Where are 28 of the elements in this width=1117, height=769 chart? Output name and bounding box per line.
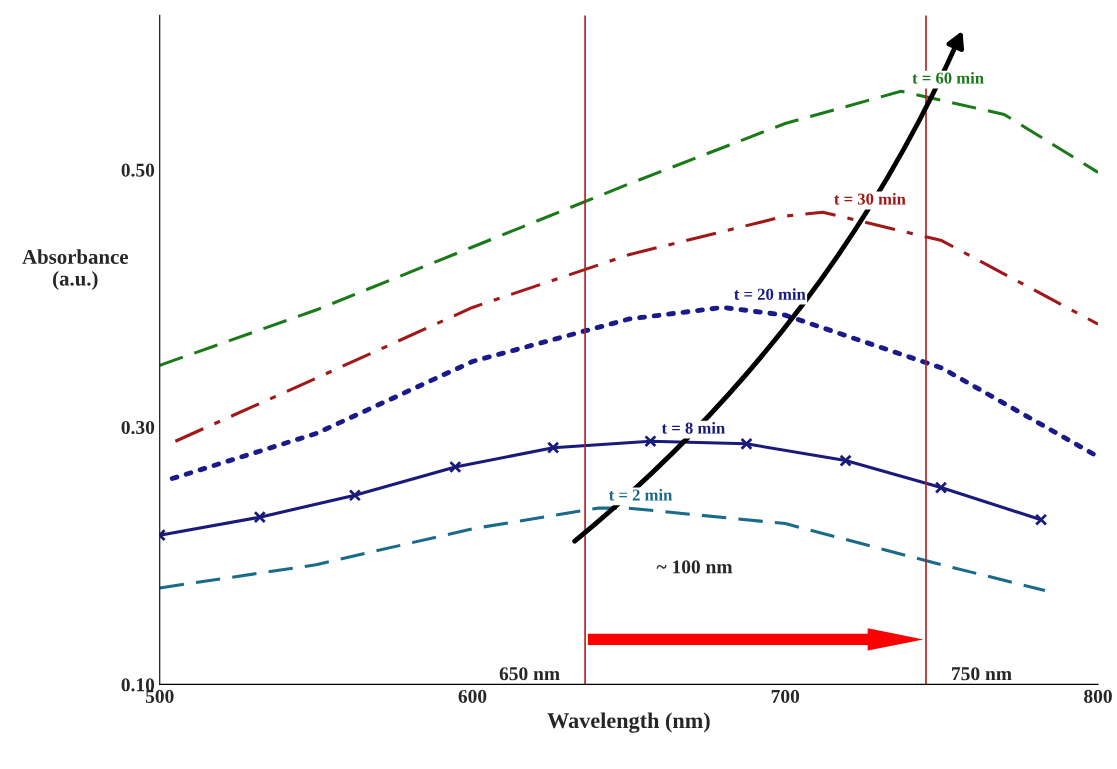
series-label: t = 60 min — [912, 72, 984, 84]
point — [839, 454, 852, 467]
point — [934, 481, 948, 494]
point — [546, 441, 560, 454]
y-axis-title: Absorbance (a.u.) — [22, 249, 128, 290]
line-series — [169, 305, 1099, 481]
series-label: t = 8 min — [661, 421, 725, 434]
point — [253, 510, 267, 524]
point — [1034, 513, 1048, 526]
x-tick-label: 800 — [1084, 689, 1112, 703]
annotation: ~ 100 nm — [656, 560, 733, 574]
series-label: t = 20 min — [734, 288, 806, 300]
x-tick-label: 700 — [771, 689, 800, 703]
series-label: t = 2 min — [608, 488, 673, 501]
point — [449, 460, 462, 474]
x-axis-title: Wavelength (nm) — [547, 712, 710, 733]
y-tick-label: 0.30 — [121, 420, 155, 435]
point — [348, 489, 362, 502]
ref-line-label: 750 nm — [952, 667, 1012, 681]
x-tick-label: 600 — [458, 689, 487, 703]
y-tick-label: 0.50 — [121, 163, 155, 177]
point — [740, 437, 753, 451]
ref-line-label: 650 nm — [499, 667, 560, 681]
line-series — [159, 506, 1047, 593]
point — [644, 434, 657, 448]
series-label: t = 30 min — [834, 192, 906, 205]
line-series — [159, 89, 1099, 367]
line-series — [173, 210, 1099, 443]
